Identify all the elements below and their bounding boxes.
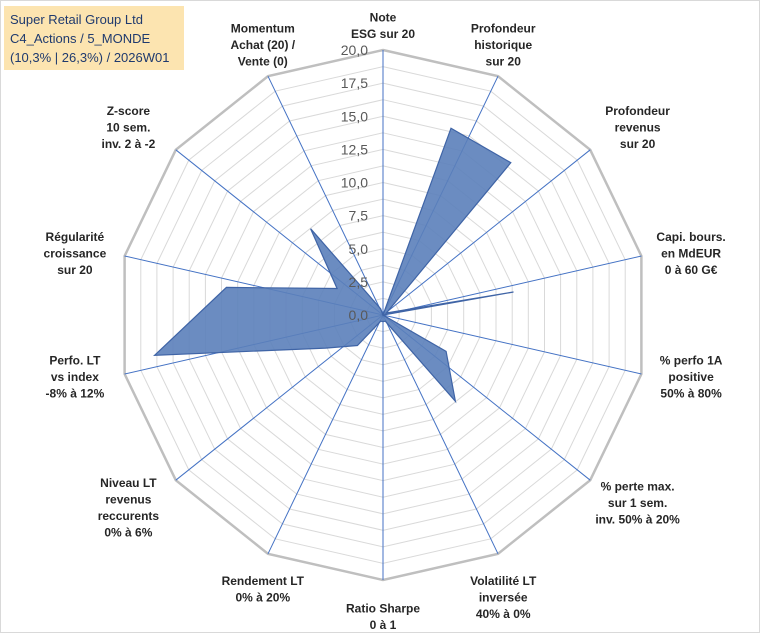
radar-tick-label: 20,0	[341, 42, 368, 58]
radar-axis-label: Profondeur historique sur 20	[471, 21, 536, 68]
portfolio-path: C4_Actions / 5_MONDE	[10, 31, 151, 46]
period-info: (10,3% | 26,3%) / 2026W01	[10, 50, 170, 65]
radar-tick-labels: 0,0 2,5 5,0 7,5 10,0 12,5 15,0 17,5 20,0	[341, 42, 368, 323]
radar-tick-label: 10,0	[341, 175, 368, 191]
radar-axis-label: % perfo 1A positive 50% à 80%	[660, 353, 723, 400]
radar-tick-label: 5,0	[349, 241, 369, 257]
radar-axis-label: Volatilité LT inversée 40% à 0%	[470, 574, 537, 621]
radar-axis-label: Capi. bours. en MdEUR 0 à 60 G€	[656, 230, 725, 277]
radar-spoke	[382, 314, 499, 555]
radar-axis-label: Momentum Achat (20) / Vente (0)	[230, 21, 295, 68]
radar-tick-label: 17,5	[341, 75, 368, 91]
radar-axis-label: Profondeur revenus sur 20	[605, 104, 670, 151]
radar-axis-label: Ratio Sharpe 0 à 1	[346, 602, 420, 633]
radar-series	[153, 127, 514, 404]
radar-spoke	[382, 314, 642, 375]
company-name: Super Retail Group Ltd	[10, 12, 143, 27]
radar-axis-label: % perte max. sur 1 sem. inv. 50% à 20%	[595, 479, 680, 526]
chart-title-box: Super Retail Group Ltd C4_Actions / 5_MO…	[4, 6, 184, 70]
radar-spoke	[382, 255, 642, 316]
radar-axis-label: Rendement LT 0% à 20%	[222, 574, 305, 605]
radar-axis-label: Perfo. LT vs index -8% à 12%	[46, 353, 105, 400]
radar-tick-label: 15,0	[341, 108, 368, 124]
radar-tick-label: 12,5	[341, 141, 368, 157]
radar-axis-label: Niveau LT revenus reccurents 0% à 6%	[98, 476, 160, 540]
radar-axis-labels: Note ESG sur 20 Profondeur historique sur 20…	[44, 11, 726, 633]
radar-spoke	[267, 75, 384, 316]
radar-spoke	[267, 314, 384, 555]
radar-grid	[123, 48, 643, 582]
radar-axis-label: Z-score 10 sem. inv. 2 à -2	[101, 104, 155, 151]
radar-axis-label: Note ESG sur 20	[351, 11, 415, 42]
radar-spoke	[382, 149, 591, 316]
radar-series-area	[153, 127, 514, 404]
radar-axis-label: Régularité croissance sur 20	[44, 230, 107, 277]
radar-tick-label: 0,0	[349, 307, 369, 323]
radar-tick-label: 7,5	[349, 208, 369, 224]
radar-tick-label: 2,5	[349, 274, 369, 290]
